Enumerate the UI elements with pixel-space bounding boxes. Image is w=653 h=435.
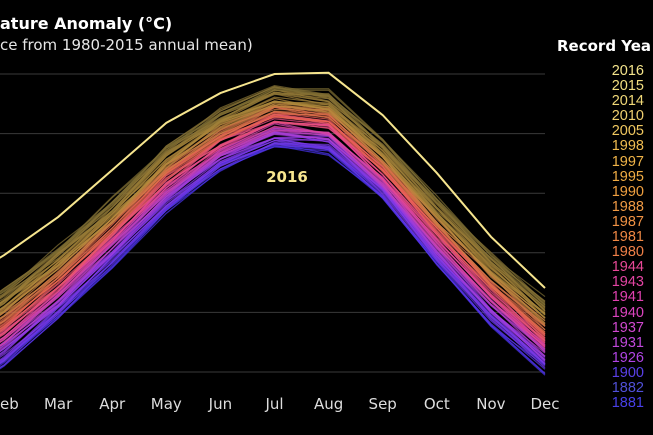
legend-item: 1931 — [611, 334, 644, 351]
legend-item: 1882 — [611, 379, 644, 396]
legend-item: 1941 — [611, 289, 644, 306]
legend-item: 1987 — [611, 213, 644, 230]
x-tick-label: May — [151, 395, 182, 413]
highlight-label: 2016 — [266, 168, 308, 186]
legend-item: 1995 — [611, 168, 644, 185]
year-line — [0, 85, 546, 306]
x-tick-label: Oct — [424, 395, 450, 413]
legend-item: 2014 — [611, 93, 644, 110]
legend-item: 1998 — [611, 138, 644, 155]
year-line — [0, 125, 546, 347]
year-line — [0, 134, 546, 361]
x-tick-label: Jul — [264, 395, 283, 413]
legend-item: 2005 — [611, 123, 644, 140]
series-line-2016 — [0, 71, 546, 289]
chart-title: ature Anomaly (°C) — [0, 14, 173, 33]
x-tick-label: Mar — [44, 395, 73, 413]
x-tick-label: Dec — [530, 395, 559, 413]
year-line — [0, 89, 546, 308]
legend-item: 1997 — [611, 153, 644, 170]
x-tick-label: Jun — [208, 395, 232, 413]
legend-item: 2016 — [611, 63, 644, 79]
year-line — [0, 100, 546, 315]
legend-item: 1981 — [611, 229, 644, 246]
year-line — [0, 100, 546, 319]
legend-item: 2015 — [611, 78, 644, 95]
year-line — [0, 89, 546, 308]
legend-item: 1944 — [611, 259, 644, 276]
legend: 2016 2015 2014 2010 2005 1998 1997 1995 1990 1988… — [592, 63, 644, 412]
year-line — [0, 101, 546, 314]
legend-item: 1980 — [611, 244, 644, 261]
legend-item: 1926 — [611, 349, 644, 366]
year-line — [0, 88, 546, 298]
legend-item: 1990 — [611, 183, 644, 200]
x-tick-label: Sep — [369, 395, 397, 413]
x-tick-label: eb — [0, 395, 19, 413]
year-line — [0, 101, 546, 319]
legend-item: 1988 — [611, 198, 644, 215]
legend-item: 1900 — [611, 364, 644, 381]
x-tick-label: Apr — [99, 395, 126, 413]
year-line — [0, 131, 546, 354]
x-tick-label: Aug — [314, 395, 343, 413]
legend-title: Record Yea — [557, 37, 652, 55]
x-tick-label: Nov — [476, 395, 505, 413]
year-line — [0, 113, 546, 343]
legend-item: 2010 — [611, 108, 644, 125]
legend-item: 1881 — [611, 395, 644, 412]
chart-subtitle: ce from 1980-2015 annual mean) — [0, 36, 253, 54]
year-line — [0, 101, 546, 315]
year-line — [0, 100, 546, 316]
year-line — [0, 104, 546, 326]
legend-item: 1937 — [611, 319, 644, 336]
legend-item: 1940 — [611, 304, 644, 321]
legend-item: 1943 — [611, 274, 644, 291]
